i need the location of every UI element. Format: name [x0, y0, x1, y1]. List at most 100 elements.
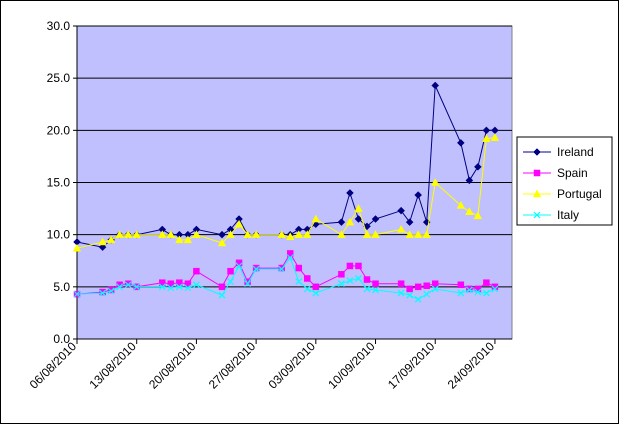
x-marker-stroke [227, 278, 234, 286]
data-point-portugal [405, 230, 414, 238]
data-point-italy [184, 284, 192, 292]
data-point-portugal [371, 230, 380, 238]
data-point-ireland [414, 191, 423, 199]
x-marker-stroke [465, 286, 473, 294]
y-tick-label: 0.0 [53, 332, 70, 346]
data-point-italy [133, 283, 141, 291]
data-point-italy [124, 281, 132, 289]
data-point-italy [397, 289, 405, 297]
data-point-portugal [115, 230, 124, 238]
data-point-portugal [345, 217, 355, 226]
data-point-spain [406, 285, 413, 293]
series-italy [73, 254, 499, 303]
series-portugal [72, 133, 500, 252]
x-tick-label: 27/08/2010 [206, 339, 259, 392]
x-marker-stroke [363, 285, 371, 293]
x-marker-stroke [116, 283, 124, 291]
x-marker-stroke [457, 289, 465, 297]
data-point-portugal [473, 211, 483, 220]
data-point-italy [295, 278, 303, 286]
data-point-italy [363, 285, 371, 293]
data-point-italy [474, 288, 482, 296]
data-point-spain [414, 283, 422, 291]
x-marker-stroke [192, 281, 200, 289]
x-marker-stroke [355, 275, 362, 282]
data-point-italy [346, 277, 354, 284]
x-tick-label: 17/09/2010 [385, 339, 438, 392]
data-point-portugal [431, 177, 440, 186]
data-point-portugal [354, 204, 363, 212]
x-marker-stroke [124, 281, 132, 289]
data-point-italy [107, 287, 115, 295]
x-marker-stroke [158, 283, 166, 291]
data-point-ireland [346, 189, 354, 197]
data-point-portugal [465, 207, 474, 215]
data-point-ireland [218, 230, 226, 239]
data-point-portugal [337, 230, 346, 238]
data-point-italy [303, 285, 311, 293]
data-point-portugal [362, 230, 372, 238]
data-point-ireland [371, 215, 380, 223]
data-point-italy [431, 285, 439, 293]
data-point-italy [227, 278, 234, 286]
data-point-italy [457, 289, 465, 297]
data-point-portugal [286, 232, 295, 241]
x-marker-stroke [235, 262, 243, 270]
data-point-spain [372, 280, 379, 287]
x-marker-stroke [99, 289, 107, 297]
data-point-italy [175, 283, 183, 291]
legend: Ireland Spain Portugal Italy [516, 136, 613, 226]
data-point-portugal [456, 200, 466, 209]
legend-item-portugal: Portugal [523, 187, 602, 201]
data-point-spain [423, 282, 430, 290]
data-point-ireland [431, 81, 440, 90]
data-point-portugal [234, 219, 244, 228]
x-marker-stroke [312, 289, 320, 297]
x-marker-stroke [406, 291, 414, 299]
data-point-italy [235, 262, 243, 270]
data-point-spain [184, 280, 192, 287]
data-point-portugal [98, 237, 107, 246]
data-point-italy [406, 291, 414, 299]
data-point-spain [457, 281, 465, 288]
x-marker-stroke [482, 289, 490, 297]
data-point-portugal [243, 230, 252, 238]
data-point-italy [158, 283, 166, 291]
x-marker-stroke [397, 289, 405, 297]
x-marker-stroke [252, 265, 260, 273]
data-point-italy [286, 254, 294, 262]
x-marker-stroke [372, 286, 379, 294]
x-tick-label: 03/09/2010 [266, 339, 319, 392]
data-point-ireland [354, 215, 363, 223]
data-point-italy [73, 290, 81, 298]
x-tick-label: 10/09/2010 [325, 339, 378, 392]
legend-marker-spain [533, 169, 541, 177]
data-point-spain [431, 280, 439, 287]
data-point-portugal [422, 230, 431, 238]
data-point-italy [218, 291, 226, 299]
x-tick-label: 24/09/2010 [445, 339, 498, 392]
data-point-spain [227, 267, 234, 275]
data-point-spain [295, 264, 303, 272]
x-tick-label: 13/08/2010 [86, 339, 139, 392]
x-marker-stroke [218, 291, 226, 299]
data-point-italy [192, 281, 200, 289]
data-point-spain [116, 281, 123, 288]
legend-label-portugal: Portugal [557, 187, 602, 201]
data-point-spain [338, 271, 345, 278]
data-point-ireland [337, 218, 346, 227]
y-axis-ticks: 0.0 5.0 10.0 15.0 20.0 25.0 30.0 [47, 19, 77, 346]
data-point-italy [278, 265, 286, 273]
data-point-spain [286, 250, 294, 257]
data-point-italy [482, 289, 490, 297]
data-point-portugal [277, 230, 286, 238]
x-marker-stroke [414, 295, 422, 303]
legend-item-ireland: Ireland [523, 145, 594, 159]
x-marker-stroke [431, 285, 439, 293]
x-marker-stroke [107, 287, 115, 295]
data-point-spain [355, 262, 362, 270]
data-point-spain [252, 264, 260, 272]
data-point-spain [167, 280, 175, 287]
data-point-portugal [175, 235, 184, 244]
data-point-portugal [311, 214, 321, 223]
